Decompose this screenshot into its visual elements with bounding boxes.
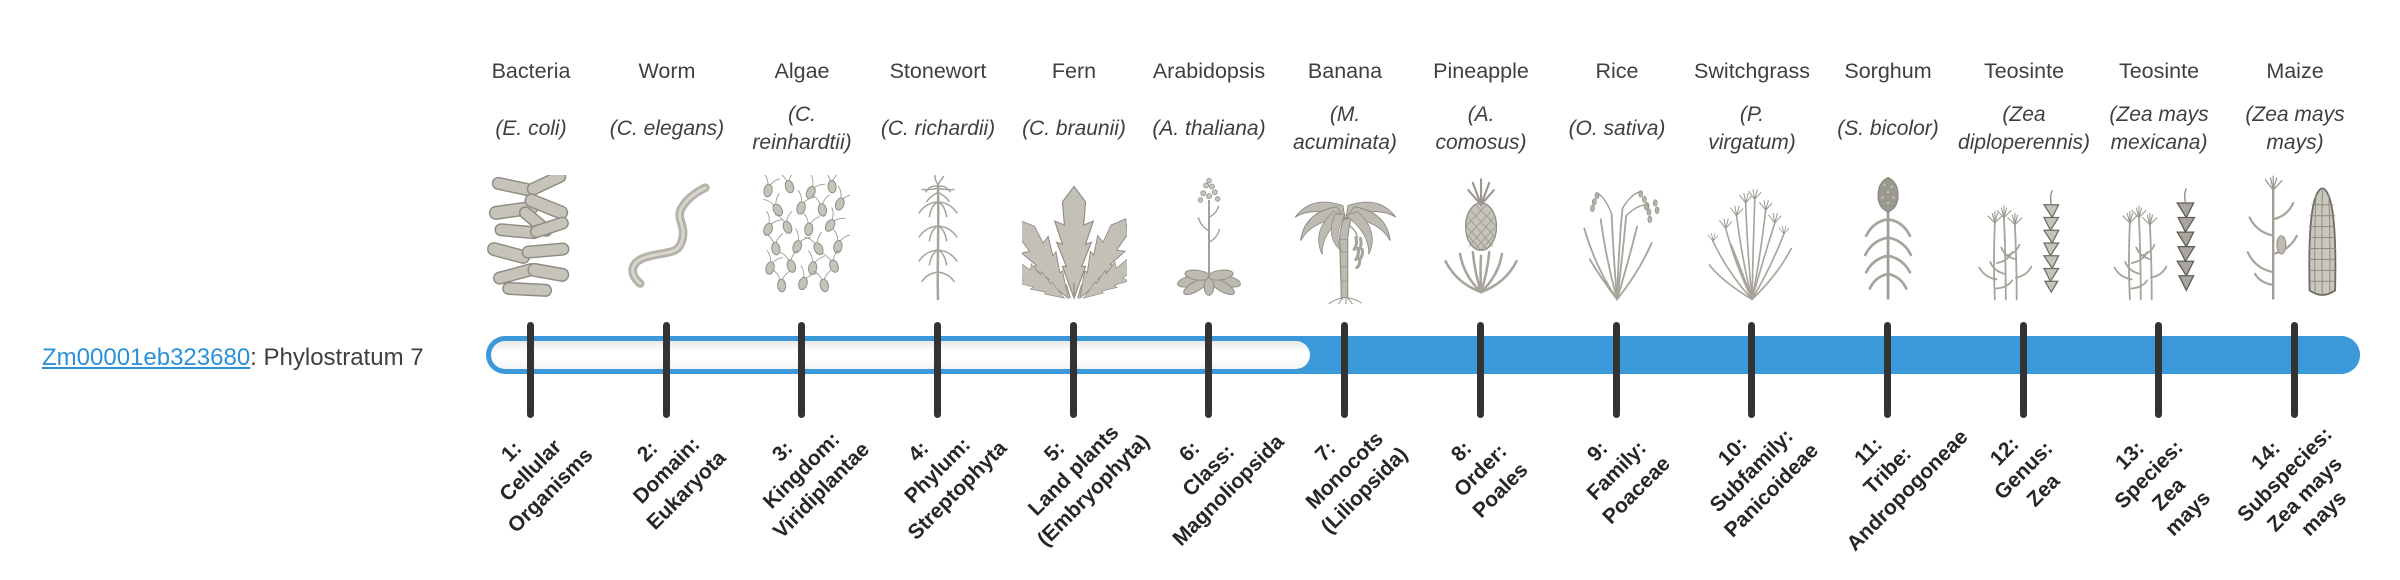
organism-latin-name: (M. acuminata) bbox=[1293, 102, 1397, 154]
phylostratum-text: : Phylostratum 7 bbox=[250, 344, 424, 371]
organism-column: Switchgrass (P. virgatum) bbox=[1681, 58, 1823, 304]
switchgrass-icon bbox=[1695, 172, 1810, 304]
organism-name: Pineapple bbox=[1433, 59, 1529, 83]
organism-latin-name: (A. comosus) bbox=[1435, 102, 1527, 154]
organism-latin-name: (A. thaliana) bbox=[1152, 116, 1266, 140]
phylostratum-tick bbox=[1748, 322, 1755, 418]
organism-latin-name: (S. bicolor) bbox=[1837, 116, 1939, 140]
phylostratum-tick bbox=[1477, 322, 1484, 418]
phylostratum-label: 2: Domain: Eukaryota bbox=[629, 433, 731, 535]
organism-latin-name: (O. sativa) bbox=[1568, 116, 1666, 140]
organism-column: Fern (C. braunii) bbox=[1003, 58, 1145, 304]
organism-latin-name: (P. virgatum) bbox=[1708, 102, 1796, 154]
phylostratum-tick bbox=[1884, 322, 1891, 418]
phylostratum-tick bbox=[663, 322, 670, 418]
organism-name: Fern bbox=[1051, 59, 1097, 83]
organism-name: Switchgrass bbox=[1694, 59, 1810, 83]
arabidopsis-icon bbox=[1167, 172, 1252, 304]
organism-name: Bacteria bbox=[491, 59, 571, 83]
organism-column: Sorghum (S. bicolor) bbox=[1817, 58, 1959, 304]
phylostratum-tick bbox=[527, 322, 534, 418]
phylostratum-bar-empty-segment bbox=[491, 341, 1310, 369]
phylostratum-label: 14: Subspecies: Zea mays mays bbox=[2233, 422, 2351, 541]
organism-latin-name: (Zea mays mays) bbox=[2245, 102, 2345, 154]
organism-name: Banana bbox=[1307, 59, 1383, 83]
worm-icon bbox=[617, 172, 717, 304]
phylostratum-label: 4: Phylum: Streptophyta bbox=[900, 433, 1012, 545]
organism-latin-name: (Zea mays mexicana) bbox=[2109, 102, 2209, 154]
organism-name: Rice bbox=[1595, 59, 1639, 83]
phylostratum-tick bbox=[1341, 322, 1348, 418]
phylostratum-label: 7: Monocots (Liliopsida) bbox=[1301, 427, 1412, 538]
phylostratum-tick bbox=[2020, 322, 2027, 418]
maize-icon bbox=[2233, 172, 2358, 304]
phylostratum-tick bbox=[1070, 322, 1077, 418]
phylostratum-label: 9: Family: Poaceae bbox=[1582, 436, 1675, 529]
phylostratum-tick bbox=[934, 322, 941, 418]
organism-name: Algae bbox=[774, 59, 830, 83]
teosinte-mexicana-icon bbox=[2099, 172, 2219, 304]
organism-latin-name: (C. elegans) bbox=[609, 116, 725, 140]
fern-icon bbox=[1021, 172, 1127, 304]
stonewort-icon bbox=[903, 172, 973, 304]
organism-latin-name: (C. richardii) bbox=[880, 116, 996, 140]
algae-icon bbox=[755, 172, 850, 304]
gene-label: Zm00001eb323680: Phylostratum 7 bbox=[42, 344, 424, 372]
organism-latin-name: (Zea diploperennis) bbox=[1958, 102, 2090, 154]
organism-name: Teosinte bbox=[1983, 59, 2065, 83]
organism-name: Teosinte bbox=[2118, 59, 2200, 83]
organism-column: Pineapple (A. comosus) bbox=[1410, 58, 1552, 304]
organism-name: Sorghum bbox=[1844, 59, 1932, 83]
organism-column: Teosinte (Zea diploperennis) bbox=[1953, 58, 2095, 304]
organism-column: Stonewort (C. richardii) bbox=[867, 58, 1009, 304]
phylostratum-tick bbox=[2291, 322, 2298, 418]
phylostratum-bar bbox=[486, 336, 2360, 374]
pineapple-icon bbox=[1434, 172, 1529, 304]
organism-column: Maize (Zea mays mays) bbox=[2224, 58, 2366, 304]
phylostratum-tick bbox=[2155, 322, 2162, 418]
phylostratum-label: 5: Land plants (Embryophyta) bbox=[1024, 421, 1154, 551]
organism-name: Arabidopsis bbox=[1152, 59, 1266, 83]
organism-name: Worm bbox=[638, 59, 696, 83]
phylostratum-tick bbox=[1205, 322, 1212, 418]
phylostratum-label: 3: Kingdom: Viridiplantae bbox=[759, 428, 874, 543]
bacteria-icon bbox=[486, 172, 576, 304]
organism-column: Teosinte (Zea mays mexicana) bbox=[2088, 58, 2230, 304]
phylostratum-label: 1: Cellular Organisms bbox=[495, 435, 598, 538]
banana-icon bbox=[1285, 172, 1405, 304]
organism-name: Maize bbox=[2266, 59, 2324, 83]
phylostratum-tick bbox=[1613, 322, 1620, 418]
phylostratum-label: 6: Class: Magnoliopsida bbox=[1168, 430, 1289, 551]
phylostratum-label: 13: Species: Zea mays bbox=[2110, 436, 2215, 541]
phylostratum-label: 8: Order: Poales bbox=[1446, 436, 1533, 523]
rice-icon bbox=[1565, 172, 1670, 304]
organism-latin-name: (C. braunii) bbox=[1022, 116, 1126, 140]
organism-column: Arabidopsis (A. thaliana) bbox=[1138, 58, 1280, 304]
phylostratum-bar-filled-segment bbox=[1300, 336, 2360, 374]
organism-column: Banana (M. acuminata) bbox=[1274, 58, 1416, 304]
sorghum-icon bbox=[1846, 172, 1931, 304]
organism-latin-name: (E. coli) bbox=[495, 116, 567, 140]
organism-name: Stonewort bbox=[889, 59, 987, 83]
organism-column: Rice (O. sativa) bbox=[1546, 58, 1688, 304]
organism-column: Bacteria (E. coli) bbox=[460, 58, 602, 304]
organism-column: Worm (C. elegans) bbox=[596, 58, 738, 304]
phylostratum-label: 10: Subfamily: Panicoideae bbox=[1705, 424, 1823, 542]
organism-latin-name: (C. reinhardtii) bbox=[752, 102, 852, 154]
phylostratum-tick bbox=[798, 322, 805, 418]
gene-id-link[interactable]: Zm00001eb323680 bbox=[42, 344, 251, 371]
phylostratum-label: 12: Genus: Zea bbox=[1985, 432, 2065, 512]
teosinte-diploperennis-icon bbox=[1964, 172, 2084, 304]
organism-column: Algae (C. reinhardtii) bbox=[731, 58, 873, 304]
